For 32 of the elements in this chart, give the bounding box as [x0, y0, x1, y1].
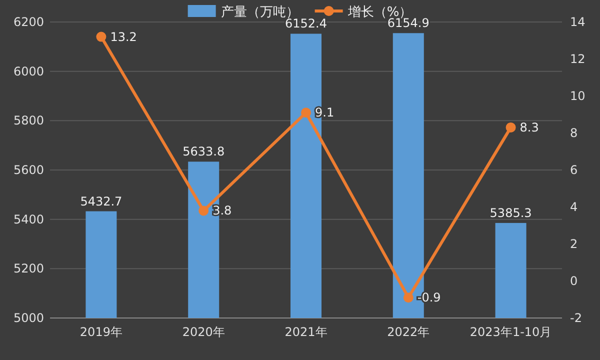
x-tick-label: 2019年 — [80, 325, 122, 339]
point — [96, 32, 106, 42]
x-tick-label: 2020年 — [182, 325, 225, 339]
x-tick-label: 2021年 — [284, 325, 328, 339]
y2-tick-label: 14 — [570, 15, 586, 29]
y-tick-label: 6000 — [13, 64, 44, 78]
y-tick-label: 5800 — [13, 114, 44, 128]
y2-tick-label: 12 — [570, 52, 586, 66]
y2-tick-label: -2 — [570, 311, 582, 325]
point — [198, 206, 209, 216]
y2-tick-label: 10 — [570, 89, 586, 103]
y-tick-label: 5400 — [13, 212, 44, 226]
y2-tick-label: 8 — [570, 126, 578, 140]
y2-tick-label: 4 — [570, 200, 578, 214]
data-label: 6154.9 — [387, 16, 430, 30]
point — [301, 108, 311, 118]
y-tick-label: 6200 — [13, 15, 44, 29]
y2-tick-label: 0 — [570, 274, 578, 288]
y-tick-label: 5000 — [13, 311, 44, 325]
y-tick-label: 5600 — [13, 163, 44, 177]
point — [403, 292, 414, 303]
y-tick-label: 5200 — [13, 262, 44, 276]
point — [506, 122, 516, 132]
y2-tick-label: 6 — [570, 163, 578, 177]
data-label: 5385.3 — [490, 206, 532, 220]
data-label: 5432.7 — [80, 194, 122, 208]
data-label: 5633.8 — [182, 144, 225, 159]
data-label: 8.3 — [520, 120, 539, 134]
x-tick-label: 2022年 — [387, 325, 430, 339]
data-label: 13.2 — [110, 30, 137, 44]
y2-tick-label: 2 — [570, 237, 578, 251]
x-tick-label: 2023年1-10月 — [470, 325, 552, 339]
